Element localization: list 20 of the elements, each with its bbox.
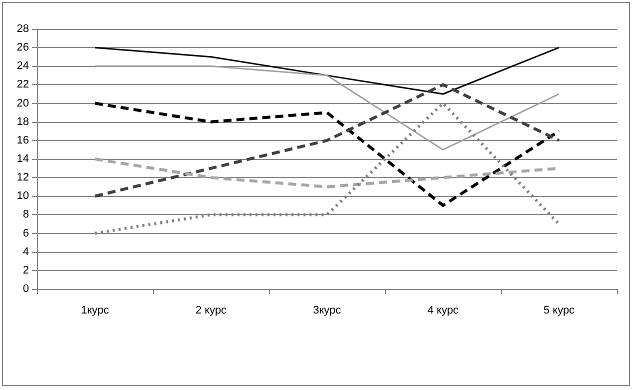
x-tick-label: 1курс: [80, 304, 110, 316]
y-tick-label: 28: [16, 23, 29, 35]
x-tick-label: 4 курс: [427, 304, 460, 316]
y-tick-label: 2: [22, 264, 29, 276]
x-tick-label: 3курс: [312, 304, 342, 316]
y-tick-label: 12: [16, 172, 29, 184]
y-tick-label: 26: [16, 42, 29, 54]
y-tick-label: 10: [16, 190, 29, 202]
y-tick-label: 24: [16, 60, 29, 72]
y-tick-label: 16: [16, 134, 29, 146]
y-tick-label: 14: [16, 153, 29, 165]
y-tick-label: 20: [16, 97, 29, 110]
x-tick-label: 2 курс: [195, 304, 228, 316]
y-tick-label: 4: [22, 246, 29, 258]
y-tick-label: 8: [22, 208, 29, 221]
y-tick-label: 0: [22, 283, 29, 295]
y-tick-label: 6: [22, 227, 29, 240]
y-tick-label: 18: [16, 116, 29, 128]
x-tick-label: 5 курс: [543, 304, 576, 316]
y-tick-label: 22: [16, 78, 29, 91]
